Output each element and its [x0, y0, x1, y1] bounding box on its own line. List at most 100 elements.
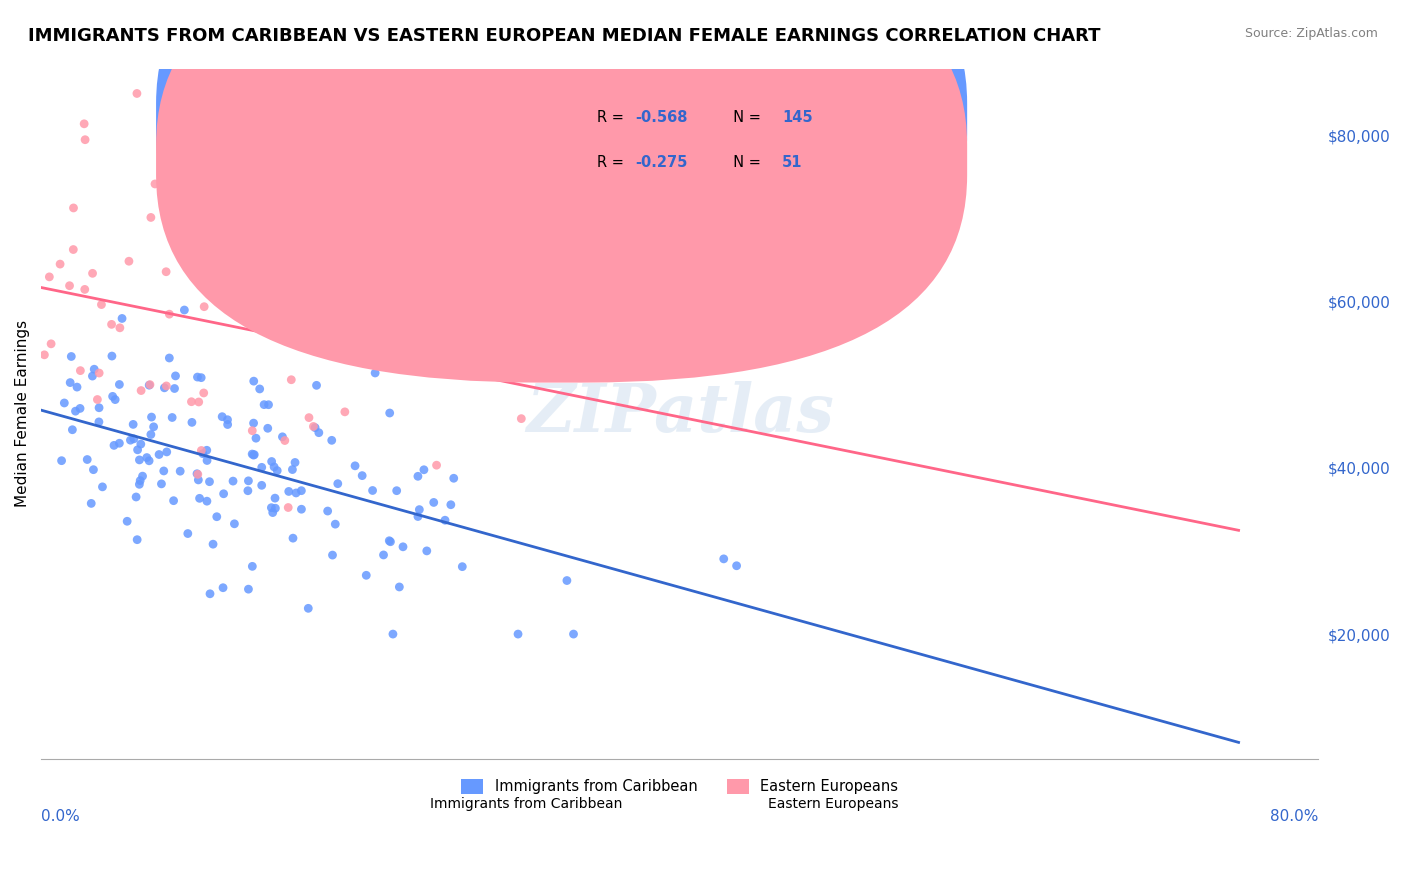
Immigrants from Caribbean [205, 509, 228, 524]
Eastern Europeans [180, 394, 202, 409]
Immigrants from Caribbean [364, 366, 387, 380]
Eastern Europeans [38, 269, 60, 284]
Eastern Europeans [274, 434, 297, 448]
Immigrants from Caribbean [104, 392, 127, 407]
Legend: Immigrants from Caribbean, Eastern Europeans: Immigrants from Caribbean, Eastern Europ… [456, 772, 904, 800]
Immigrants from Caribbean [82, 463, 104, 477]
Eastern Europeans [139, 211, 162, 225]
Immigrants from Caribbean [108, 436, 131, 450]
Immigrants from Caribbean [165, 368, 187, 383]
Text: -0.568: -0.568 [636, 110, 688, 125]
Eastern Europeans [519, 272, 541, 286]
Immigrants from Caribbean [129, 437, 152, 451]
Immigrants from Caribbean [416, 544, 439, 558]
Immigrants from Caribbean [69, 401, 91, 416]
Immigrants from Caribbean [263, 459, 285, 474]
Immigrants from Caribbean [127, 442, 149, 457]
Immigrants from Caribbean [217, 417, 239, 432]
Immigrants from Caribbean [173, 303, 195, 318]
Immigrants from Caribbean [250, 460, 273, 475]
Eastern Europeans [193, 279, 215, 293]
Eastern Europeans [49, 257, 72, 271]
Immigrants from Caribbean [316, 504, 339, 518]
Immigrants from Caribbean [321, 434, 343, 448]
Immigrants from Caribbean [305, 378, 328, 392]
Text: ZIPatlas: ZIPatlas [526, 381, 834, 446]
Immigrants from Caribbean [163, 382, 186, 396]
Immigrants from Caribbean [150, 476, 173, 491]
Eastern Europeans [385, 207, 408, 221]
Immigrants from Caribbean [139, 427, 162, 442]
Eastern Europeans [328, 124, 350, 138]
Immigrants from Caribbean [138, 454, 160, 468]
Immigrants from Caribbean [160, 410, 183, 425]
Immigrants from Caribbean [212, 487, 235, 501]
Immigrants from Caribbean [245, 431, 267, 445]
Immigrants from Caribbean [380, 534, 402, 549]
Immigrants from Caribbean [243, 448, 266, 462]
Immigrants from Caribbean [250, 478, 273, 492]
Immigrants from Caribbean [308, 425, 330, 440]
Immigrants from Caribbean [271, 430, 294, 444]
Eastern Europeans [329, 347, 352, 361]
Text: 145: 145 [782, 110, 813, 125]
Immigrants from Caribbean [381, 627, 404, 641]
Immigrants from Caribbean [562, 627, 585, 641]
Eastern Europeans [187, 395, 209, 409]
Immigrants from Caribbean [187, 473, 209, 487]
Text: 51: 51 [782, 155, 803, 169]
Text: N =: N = [724, 110, 766, 125]
Immigrants from Caribbean [451, 559, 474, 574]
Immigrants from Caribbean [236, 483, 259, 498]
Immigrants from Caribbean [725, 558, 748, 573]
Immigrants from Caribbean [257, 398, 280, 412]
Immigrants from Caribbean [352, 468, 374, 483]
Text: Source: ZipAtlas.com: Source: ZipAtlas.com [1244, 27, 1378, 40]
Eastern Europeans [82, 266, 104, 280]
Eastern Europeans [240, 424, 263, 438]
Immigrants from Caribbean [373, 548, 395, 562]
Eastern Europeans [270, 239, 292, 253]
Immigrants from Caribbean [156, 445, 179, 459]
Immigrants from Caribbean [76, 452, 98, 467]
Immigrants from Caribbean [128, 453, 150, 467]
Immigrants from Caribbean [181, 416, 204, 430]
Eastern Europeans [155, 379, 177, 393]
Immigrants from Caribbean [177, 526, 200, 541]
Immigrants from Caribbean [53, 396, 76, 410]
Immigrants from Caribbean [153, 381, 176, 395]
Immigrants from Caribbean [222, 474, 245, 488]
Immigrants from Caribbean [240, 447, 263, 461]
Eastern Europeans [157, 307, 180, 321]
Immigrants from Caribbean [285, 486, 308, 500]
Immigrants from Caribbean [256, 421, 278, 435]
Immigrants from Caribbean [242, 448, 264, 462]
Immigrants from Caribbean [344, 458, 367, 473]
Immigrants from Caribbean [388, 580, 411, 594]
Immigrants from Caribbean [240, 559, 263, 574]
Immigrants from Caribbean [188, 491, 211, 506]
Immigrants from Caribbean [157, 351, 180, 365]
Immigrants from Caribbean [202, 537, 225, 551]
Immigrants from Caribbean [304, 420, 326, 434]
Immigrants from Caribbean [361, 483, 384, 498]
Immigrants from Caribbean [83, 362, 105, 376]
Immigrants from Caribbean [356, 568, 378, 582]
Eastern Europeans [193, 300, 215, 314]
Eastern Europeans [510, 411, 533, 425]
Eastern Europeans [75, 133, 97, 147]
Eastern Europeans [187, 467, 209, 482]
Immigrants from Caribbean [297, 601, 319, 615]
Text: -0.275: -0.275 [636, 155, 688, 169]
Immigrants from Caribbean [111, 311, 134, 326]
Immigrants from Caribbean [142, 420, 165, 434]
Eastern Europeans [193, 386, 215, 401]
Immigrants from Caribbean [385, 483, 408, 498]
Immigrants from Caribbean [242, 374, 264, 388]
Eastern Europeans [89, 366, 111, 380]
Immigrants from Caribbean [443, 471, 465, 485]
Eastern Europeans [155, 265, 177, 279]
Immigrants from Caribbean [264, 491, 287, 505]
Immigrants from Caribbean [555, 574, 578, 588]
Immigrants from Caribbean [378, 533, 401, 548]
